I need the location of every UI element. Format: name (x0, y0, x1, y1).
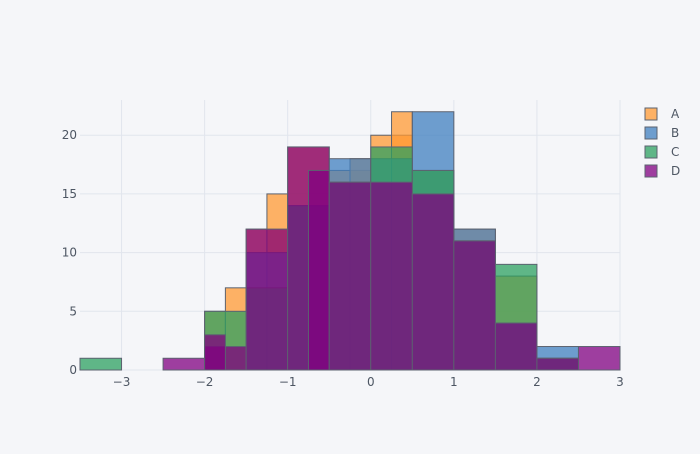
bar-d[interactable] (411, 193, 455, 371)
legend-item-b[interactable]: B (644, 126, 679, 140)
bar-d[interactable] (536, 357, 579, 371)
bar-d[interactable] (245, 228, 289, 371)
x-tick-label: −1 (279, 375, 297, 389)
bar-d[interactable] (204, 334, 226, 371)
bar-d[interactable] (370, 181, 413, 371)
bar-d[interactable] (307, 169, 330, 371)
x-tick-label: 0 (367, 375, 375, 389)
histogram-bars (79, 111, 621, 371)
legend-label: A (671, 107, 680, 121)
bar-d[interactable] (162, 357, 206, 371)
bar-d[interactable] (453, 240, 496, 371)
x-tick-label: 2 (533, 375, 541, 389)
bar-d[interactable] (494, 322, 538, 371)
x-tick-label: 1 (450, 375, 458, 389)
y-tick-label: 0 (69, 363, 77, 377)
bar-c[interactable] (79, 357, 123, 371)
y-tick-label: 15 (62, 187, 77, 201)
bar-d[interactable] (328, 181, 372, 371)
legend-item-d[interactable]: D (644, 164, 680, 178)
x-tick-label: −2 (196, 375, 214, 389)
legend-item-c[interactable]: C (644, 145, 679, 159)
legend-swatch (644, 126, 658, 140)
y-tick-label: 20 (62, 128, 77, 142)
x-tick-label: 3 (616, 375, 624, 389)
y-tick-label: 5 (69, 304, 77, 318)
y-tick-label: 10 (62, 246, 77, 260)
bar-d[interactable] (577, 346, 621, 371)
legend-item-a[interactable]: A (644, 107, 680, 121)
axis-ticks: −3 −2 −1 0 1 2 3 0 5 10 15 20 (62, 128, 624, 389)
legend-swatch (644, 145, 658, 159)
legend-label: B (671, 126, 679, 140)
legend-label: D (671, 164, 680, 178)
legend-label: C (671, 145, 679, 159)
x-tick-label: −3 (113, 375, 131, 389)
legend-swatch (644, 164, 658, 178)
legend-swatch (644, 107, 658, 121)
